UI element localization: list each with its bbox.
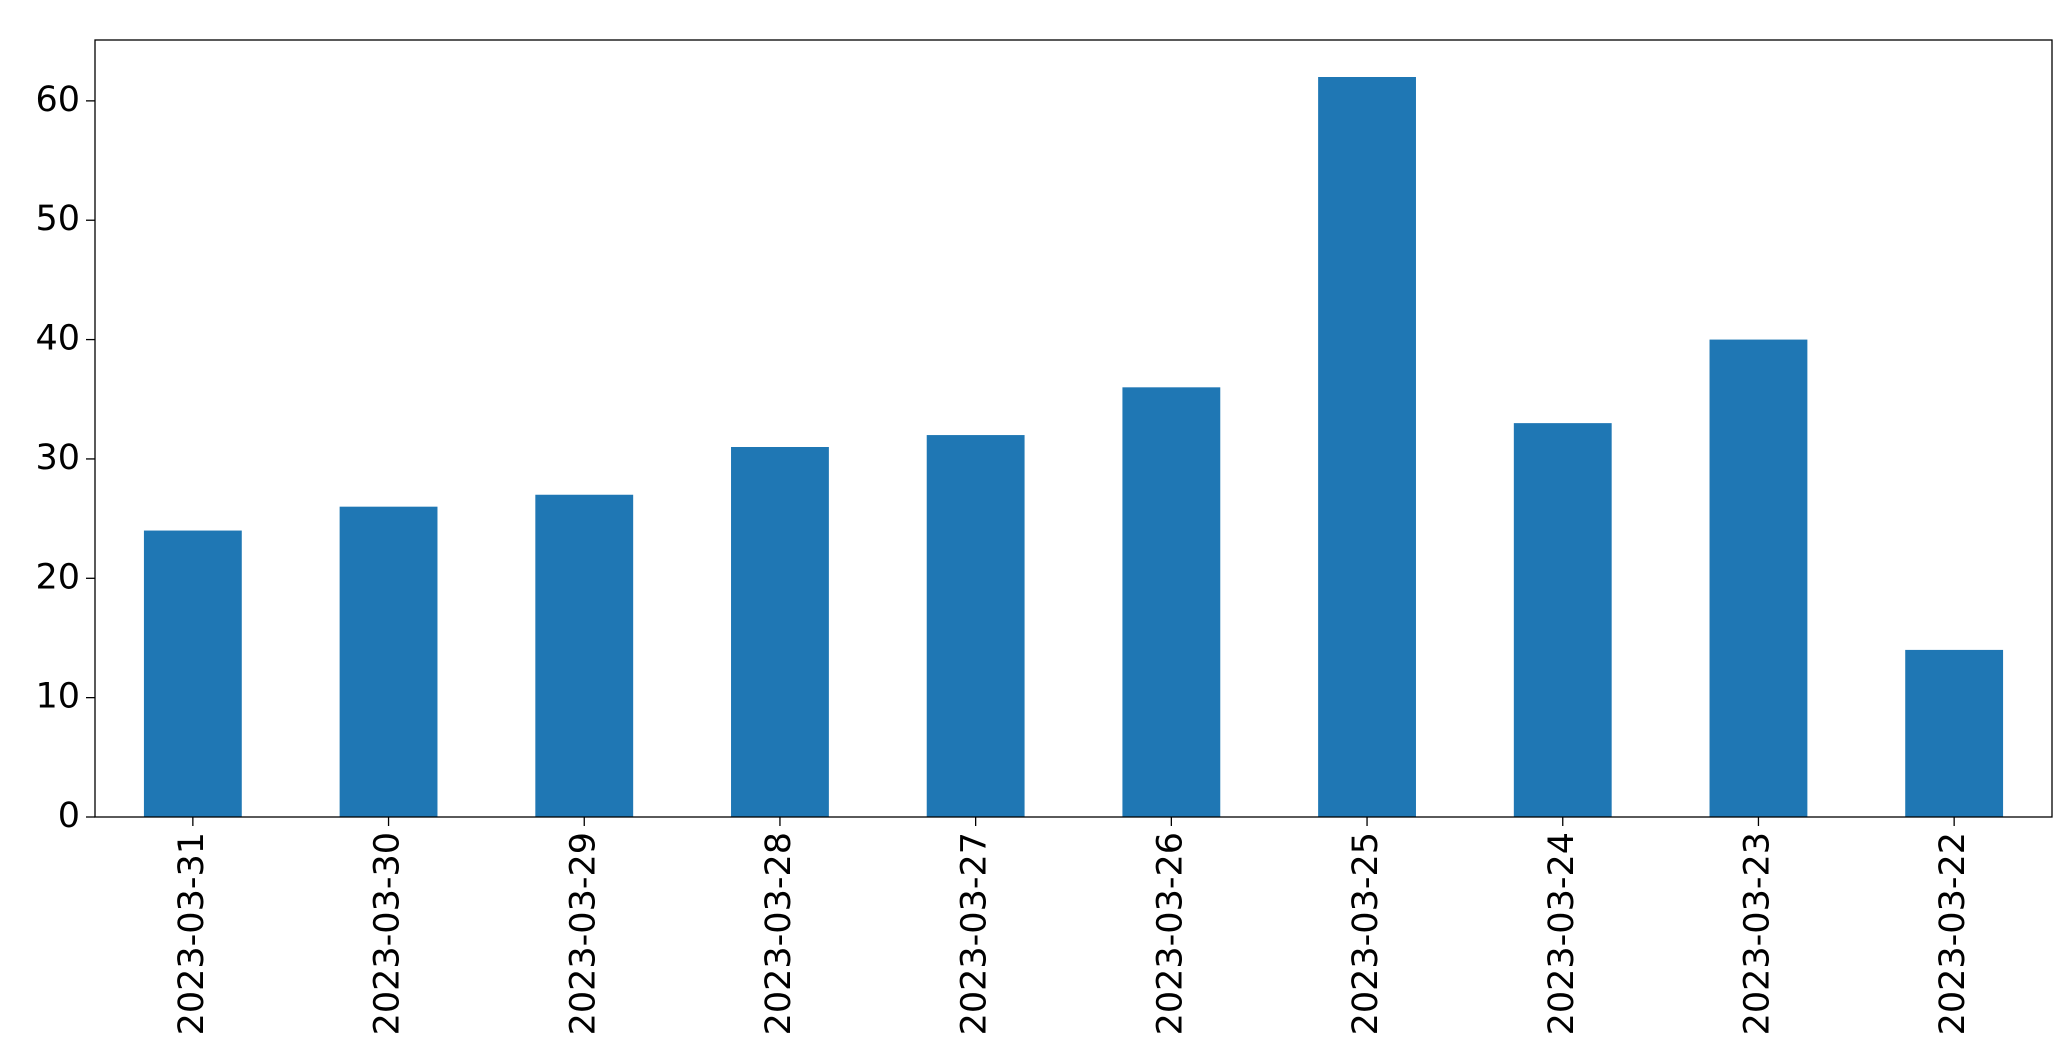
y-tick-label: 60 [35, 80, 80, 120]
y-tick-label: 40 [35, 319, 80, 359]
bar [535, 494, 634, 817]
x-tick-label: 2023-03-28 [759, 832, 799, 1035]
y-tick-label: 20 [35, 557, 80, 597]
y-tick-label: 0 [58, 796, 80, 836]
bar [1905, 649, 2004, 817]
bar [143, 530, 242, 817]
y-tick-label: 50 [35, 199, 80, 239]
x-tick-label: 2023-03-26 [1150, 832, 1190, 1035]
x-tick-label: 2023-03-29 [563, 832, 603, 1035]
bar [1318, 77, 1416, 817]
bar [1513, 423, 1612, 817]
x-tick-label: 2023-03-25 [1346, 832, 1386, 1035]
bar [1122, 387, 1221, 817]
x-tick-label: 2023-03-22 [1933, 832, 1973, 1035]
bar [926, 435, 1025, 817]
bar [339, 506, 438, 817]
x-tick-label: 2023-03-23 [1737, 832, 1777, 1035]
bar [1709, 339, 1808, 817]
y-tick-label: 10 [35, 677, 80, 717]
plot-frame [94, 39, 2053, 818]
y-tick-label: 30 [35, 438, 80, 478]
x-tick-label: 2023-03-27 [955, 832, 995, 1035]
x-tick-label: 2023-03-31 [172, 832, 212, 1035]
x-tick-label: 2023-03-30 [368, 832, 408, 1035]
x-tick-label: 2023-03-24 [1542, 832, 1582, 1035]
bar [731, 447, 829, 817]
